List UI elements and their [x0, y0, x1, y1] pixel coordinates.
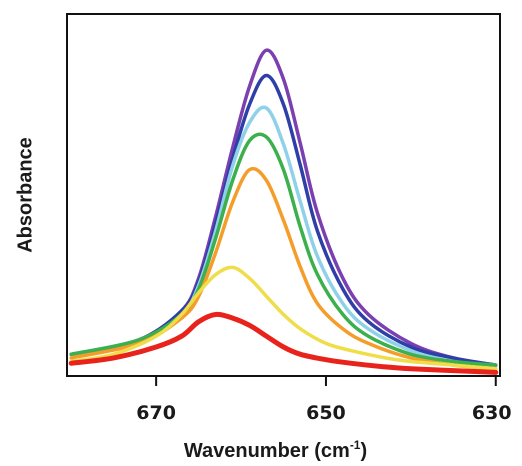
series-line-6 — [69, 265, 498, 371]
x-axis-label-main: Wavenumber (cm — [184, 440, 350, 462]
x-tick-label: 670 — [136, 402, 176, 424]
x-axis-label-superscript: -1 — [350, 438, 361, 452]
x-tick-label: 650 — [306, 402, 346, 424]
x-axis-ticks: 670 650 630 — [136, 376, 512, 424]
series-line-1 — [69, 48, 498, 367]
x-axis-label: Wavenumber (cm-1) — [184, 438, 367, 462]
plot-frame — [66, 13, 501, 377]
series-line-4 — [69, 132, 498, 367]
y-axis-label: Absorbance — [14, 137, 36, 253]
series-line-3 — [69, 105, 498, 367]
plot-curves — [68, 48, 499, 375]
series-line-7 — [68, 311, 499, 375]
x-tick-label: 630 — [472, 402, 512, 424]
x-axis-label-close: ) — [360, 440, 367, 462]
series-line-5 — [69, 166, 498, 371]
